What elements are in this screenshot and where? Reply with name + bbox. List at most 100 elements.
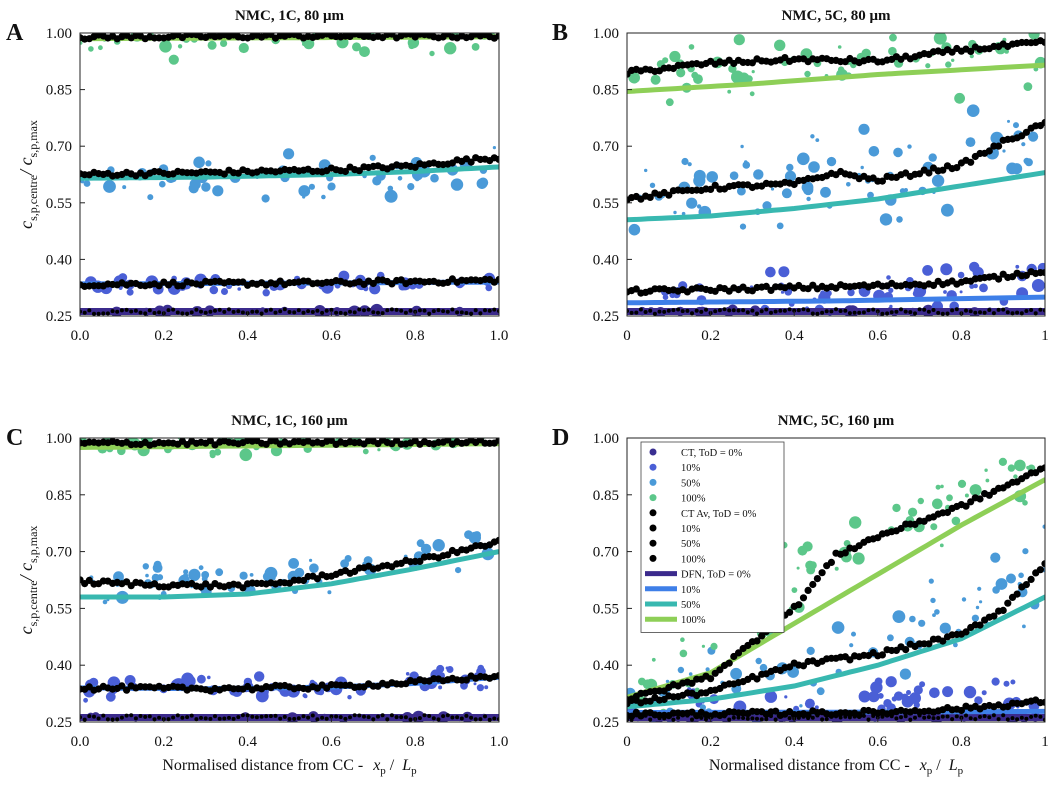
ctav-point — [417, 308, 422, 313]
ctav-point — [999, 606, 1007, 615]
ct-point — [387, 431, 394, 438]
ctav-point — [755, 311, 759, 316]
ctav-point — [96, 311, 101, 316]
ctav-point — [422, 713, 427, 718]
panel-letter: B — [552, 20, 568, 46]
ctav-point — [348, 309, 352, 314]
ct-point — [957, 479, 967, 488]
ct-point — [951, 58, 955, 62]
ctav-point — [334, 714, 339, 719]
ctav-point — [199, 309, 203, 314]
ctav-point — [213, 714, 217, 719]
ctav-point — [704, 717, 708, 722]
ct-point — [168, 54, 179, 65]
ctav-point — [962, 502, 970, 510]
ctav-point — [427, 714, 432, 718]
ctav-point — [731, 715, 736, 720]
ct-point — [302, 693, 307, 698]
ct-point — [1022, 500, 1028, 506]
ctav-point — [483, 714, 487, 719]
ctav-point — [861, 713, 866, 718]
ctav-point — [818, 569, 826, 577]
ctav-point — [824, 717, 829, 722]
ctav-point — [348, 715, 352, 720]
ctav-point — [852, 310, 857, 315]
ctav-point — [96, 716, 101, 721]
y-tick-label: 0.85 — [593, 83, 619, 99]
ctav-point — [431, 716, 436, 721]
x-tick-label: 1 — [1041, 328, 1049, 344]
ctav-point — [445, 309, 450, 314]
ctav-point — [473, 717, 478, 722]
ctav-point — [394, 715, 399, 720]
ctav-point — [913, 715, 917, 720]
ctav-point — [444, 551, 452, 559]
ctav-point — [199, 715, 203, 720]
ctav-point — [208, 716, 213, 721]
ct-point — [126, 288, 134, 296]
ct-point — [181, 672, 194, 686]
ctav-point — [133, 308, 138, 313]
ctav-point — [133, 716, 138, 721]
ctav-point — [119, 308, 124, 313]
ctav-point — [464, 713, 469, 718]
legend-entry-label: 100% — [681, 615, 706, 626]
ctav-point — [82, 310, 87, 315]
ct-point — [930, 523, 938, 531]
ctav-point — [175, 310, 180, 315]
ctav-point — [866, 717, 871, 722]
ctav-point — [648, 717, 653, 722]
ctav-point — [750, 716, 755, 721]
ctav-point — [903, 714, 908, 719]
ctav-point — [119, 715, 124, 720]
ctav-point — [638, 307, 643, 312]
ct-point — [677, 666, 685, 674]
ctav-point — [441, 309, 446, 314]
ct-point — [207, 675, 211, 680]
ctav-point — [189, 713, 194, 718]
ctav-point — [799, 662, 808, 670]
ct-point — [710, 642, 718, 651]
ctav-point — [957, 706, 966, 715]
ct-point — [679, 649, 688, 658]
ct-point — [359, 46, 370, 57]
ctav-point — [648, 308, 653, 313]
ct-point — [868, 146, 880, 157]
y-tick-label: 0.55 — [46, 601, 72, 617]
x-tick-label: 0.2 — [701, 734, 720, 750]
ct-point — [1022, 624, 1026, 629]
ct-point — [957, 271, 965, 279]
ct-point — [990, 552, 1001, 563]
ctav-point — [973, 717, 978, 722]
x-tick-label: 0.6 — [322, 734, 341, 750]
ctav-point — [264, 308, 269, 313]
axes-box — [626, 437, 1046, 723]
ct-point — [101, 435, 104, 438]
ct-point — [797, 152, 810, 166]
ct-point — [445, 666, 449, 670]
ctav-point — [964, 308, 968, 313]
ct-point — [1013, 122, 1019, 129]
ct-point — [1014, 459, 1026, 472]
ctav-point — [236, 309, 241, 314]
ctav-point — [727, 717, 732, 722]
ct-point — [153, 560, 162, 569]
ct-point — [347, 695, 352, 700]
panel-title: NMC, 1C, 160 μm — [231, 413, 348, 429]
ctav-point — [713, 309, 718, 314]
ct-point — [806, 196, 811, 202]
y-tick-label: 0.25 — [593, 715, 619, 731]
ct-point — [80, 41, 83, 45]
ctav-point — [806, 308, 811, 313]
y-tick-label: 0.40 — [46, 658, 72, 674]
ct-point — [919, 681, 926, 688]
ct-point — [1042, 524, 1045, 529]
ct-point — [917, 497, 924, 505]
ctav-point — [462, 676, 470, 684]
ct-point — [953, 642, 958, 648]
ctav-point — [194, 717, 199, 722]
ctav-point — [408, 308, 413, 313]
ct-point — [188, 568, 201, 582]
y-tick-label: 0.85 — [46, 83, 72, 99]
ctav-point — [795, 601, 803, 609]
